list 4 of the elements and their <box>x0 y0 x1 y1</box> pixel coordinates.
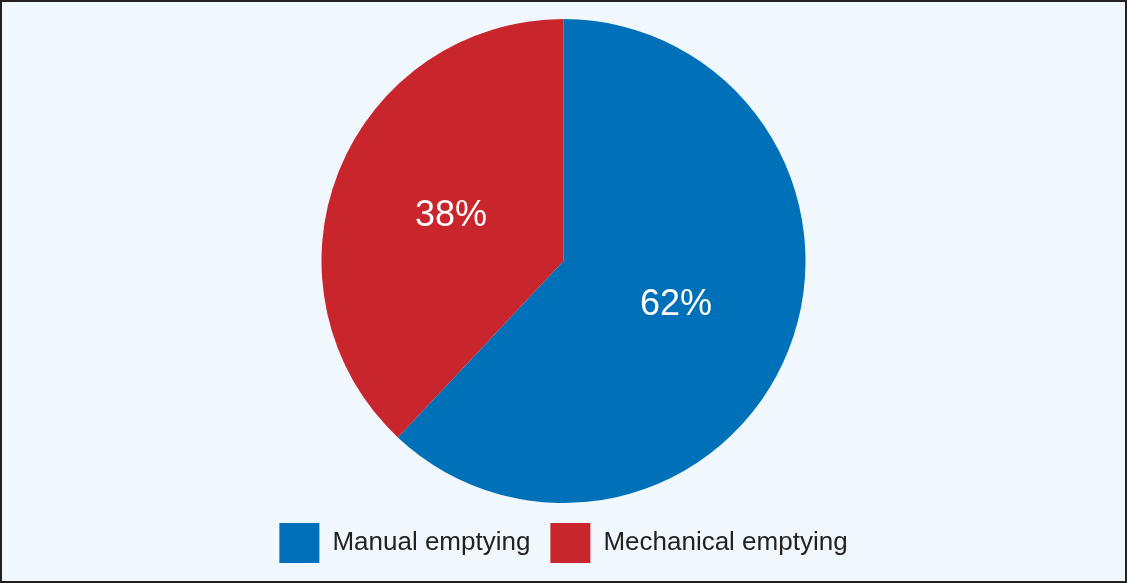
legend-label: Mechanical emptying <box>603 526 848 557</box>
data-label: 62% <box>639 282 713 324</box>
legend-label: Manual emptying <box>332 526 531 557</box>
data-label: 38% <box>414 193 488 235</box>
